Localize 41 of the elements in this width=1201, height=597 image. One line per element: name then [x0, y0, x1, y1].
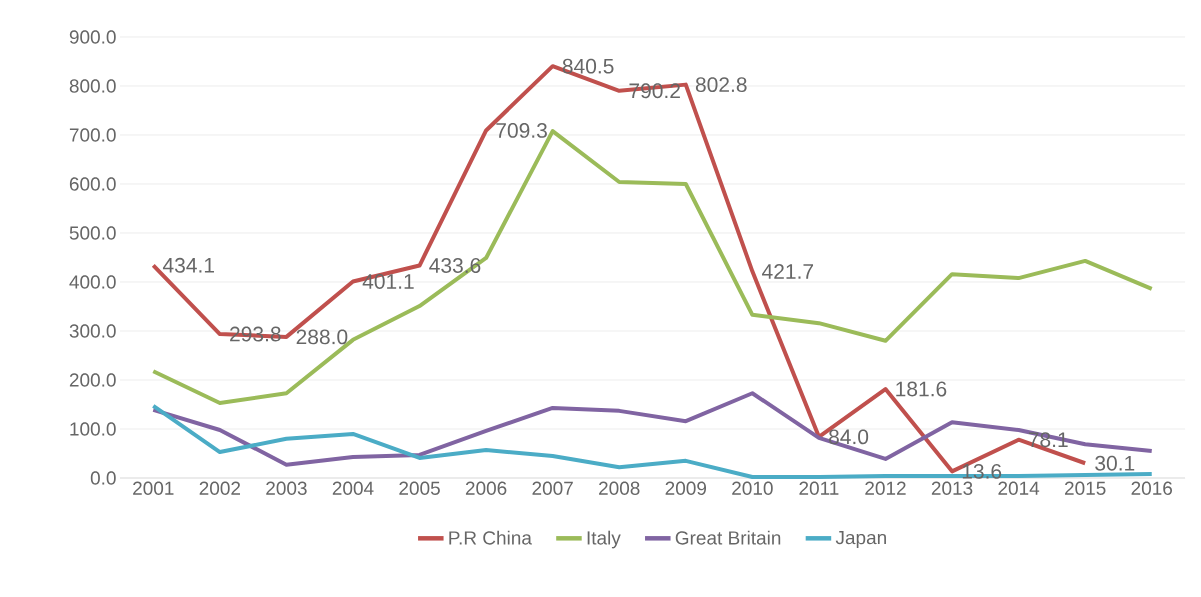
y-tick-label: 200.0	[69, 373, 116, 387]
y-tick-label: 100.0	[70, 422, 116, 436]
y-tick-label: 700.0	[69, 128, 116, 142]
y-tick-label: 900.0	[69, 30, 116, 44]
x-tick-label: 2004	[332, 481, 374, 495]
x-tick-label: 2005	[399, 481, 440, 495]
x-tick-label: 2008	[599, 481, 640, 495]
data-label: 709.3	[496, 123, 547, 138]
data-label: 401.1	[362, 274, 414, 289]
y-tick-label: 500.0	[69, 226, 116, 240]
legend-label: Italy	[587, 530, 621, 549]
x-tick-label: 2011	[799, 481, 839, 495]
x-tick-label: 2010	[732, 481, 773, 495]
x-tick-label: 2006	[465, 481, 507, 495]
data-label: 84.0	[829, 429, 869, 445]
x-tick-label: 2001	[133, 481, 174, 495]
data-label: 802.8	[695, 77, 747, 93]
data-label: 434.1	[162, 257, 214, 273]
y-tick-label: 300.0	[69, 324, 116, 338]
legend-label: Japan	[835, 531, 886, 549]
x-tick-label: 2016	[1131, 481, 1173, 495]
x-tick-label: 2003	[266, 481, 307, 495]
legend-label: Great Britain	[675, 530, 781, 545]
x-tick-label: 2007	[532, 481, 573, 495]
data-label: 421.7	[762, 264, 814, 279]
y-tick-label: 600.0	[69, 177, 116, 191]
data-label: 288.0	[296, 329, 348, 345]
y-tick-label: 800.0	[69, 79, 116, 93]
data-label: 293.8	[230, 326, 281, 342]
x-tick-label: 2015	[1064, 481, 1106, 495]
x-tick-label: 2009	[665, 481, 707, 495]
data-label: 840.5	[562, 58, 614, 74]
data-label: 30.1	[1095, 455, 1135, 471]
x-tick-label: 2013	[931, 481, 973, 495]
x-tick-label: 2002	[199, 481, 241, 495]
y-tick-label: 400.0	[69, 275, 116, 289]
y-tick-label: 0.0	[90, 471, 116, 485]
x-tick-label: 2012	[865, 481, 906, 495]
x-tick-label: 2014	[998, 481, 1040, 495]
data-label: 181.6	[896, 381, 947, 397]
legend-label: P.R China	[449, 530, 532, 545]
